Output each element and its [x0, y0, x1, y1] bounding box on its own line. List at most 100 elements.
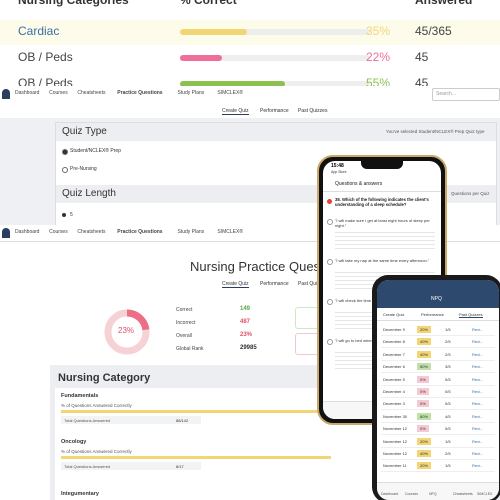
search-placeholder: Search... — [436, 91, 457, 97]
subtab[interactable]: Performance — [421, 312, 444, 317]
notch — [361, 161, 403, 169]
page-title: Nursing Practice Questions — [190, 259, 348, 274]
stat-value: 149 — [240, 306, 251, 312]
total-value: 8/17 — [176, 464, 184, 469]
group-bar — [61, 456, 331, 459]
group-name: Integumentary — [61, 491, 99, 497]
subtab[interactable]: Past Quizzes — [459, 312, 483, 318]
quiz-percent: 20% — [417, 437, 432, 445]
stat-label: Global Rank — [176, 346, 204, 352]
tab[interactable]: Performance — [260, 281, 289, 287]
section-note: You've selected Student/NCLEX® Prep Quiz… — [386, 129, 485, 134]
review-link[interactable]: Revi... — [472, 327, 484, 332]
nav-item: SIMCLEX® — [217, 90, 244, 96]
logo — [2, 89, 10, 99]
group-pct-label: % of Questions Answered Correctly — [61, 449, 132, 454]
quiz-date: December 8 — [383, 339, 405, 345]
quiz-score: 2/5 — [445, 351, 451, 357]
quiz-score: 0/5 — [445, 389, 451, 394]
quiz-score: 0/5 — [445, 376, 451, 382]
answer: "I will take my nap at the same time eve… — [335, 258, 430, 263]
stat-value: 23% — [240, 332, 253, 338]
nav-item: Courses — [49, 229, 68, 235]
section-title: Quiz Type — [62, 126, 107, 137]
screenshot-quiz: Dashboard Courses Cheatsheets Practice Ques… — [0, 86, 500, 231]
radio — [62, 167, 68, 173]
category-name: OB / Peds — [18, 50, 73, 64]
total-row — [61, 416, 201, 424]
quiz-percent: 20% — [417, 462, 432, 470]
tab-bar-item: Courses — [405, 492, 419, 496]
answered: 45/365 — [415, 24, 452, 38]
group-bar — [61, 410, 331, 413]
question: 38. Which of the following indicates the… — [335, 197, 429, 207]
row-divider — [381, 421, 495, 423]
nav-item: Study Plans — [177, 229, 205, 235]
row-divider — [381, 446, 495, 448]
review-link[interactable]: Revi... — [472, 463, 484, 469]
review-link[interactable]: Revi... — [472, 413, 484, 419]
review-link[interactable]: Revi... — [472, 438, 484, 444]
subtab[interactable]: Create Quiz — [383, 312, 405, 317]
tab[interactable]: Past Quizzes — [298, 281, 328, 287]
phone-screen: NPQ Create Quiz Performance Past Quizzes Dec… — [377, 280, 499, 500]
quiz-score: 4/5 — [445, 413, 451, 419]
review-link[interactable]: Revi... — [472, 339, 484, 345]
radio-label: Student/NCLEX® Prep — [70, 148, 121, 154]
tab[interactable]: Create Quiz — [222, 108, 249, 115]
quiz-date: November 30 — [383, 413, 408, 419]
section-title: Quiz Length — [62, 188, 116, 199]
progress-bar — [180, 29, 247, 35]
tab-bar-item: NPQ — [429, 492, 437, 496]
tab[interactable]: Past Quizzes — [298, 108, 328, 114]
tab[interactable]: Performance — [260, 108, 289, 114]
quiz-percent: 0% — [417, 425, 429, 433]
logo — [2, 228, 10, 238]
row-divider — [381, 347, 495, 349]
nav-item: Cheatsheets — [77, 90, 106, 96]
phone-tab-bar — [377, 482, 499, 500]
quiz-score: 3/5 — [445, 364, 451, 370]
quiz-date: December 4 — [383, 389, 405, 394]
review-link[interactable]: Revi... — [472, 401, 484, 407]
total-label: Total Questions Answered — [64, 464, 111, 469]
app-header — [377, 280, 499, 308]
review-link[interactable]: Revi... — [472, 451, 484, 456]
stat-value: 487 — [240, 319, 251, 325]
nav-item: Dashboard — [15, 90, 40, 96]
quiz-percent: 60% — [417, 363, 432, 371]
quiz-percent: 40% — [417, 338, 432, 346]
column-header: Answered — [415, 0, 473, 7]
group-name: Oncology — [61, 439, 87, 445]
quiz-date: December 9 — [383, 327, 405, 332]
review-link[interactable]: Revi... — [472, 351, 484, 357]
quiz-percent: 20% — [417, 326, 432, 333]
review-link[interactable]: Revi... — [472, 426, 484, 432]
category-name: Cardiac — [18, 24, 60, 38]
nav-item: Dashboard — [15, 229, 40, 235]
quiz-score: 0/5 — [445, 401, 451, 407]
tab-bar-item: Dashboard — [381, 492, 399, 496]
quiz-score: 1/5 — [445, 463, 451, 469]
radio — [62, 213, 66, 217]
review-link[interactable]: Revi... — [472, 376, 484, 382]
group-pct-label: % of Questions Answered Correctly — [61, 403, 132, 408]
tab[interactable]: Create Quiz — [222, 281, 249, 288]
review-link[interactable]: Revi... — [472, 364, 484, 370]
quiz-score: 1/5 — [445, 438, 451, 444]
tab-bar-item: SIMCLEX — [477, 492, 493, 496]
quiz-score: 2/5 — [445, 451, 451, 456]
progress-track — [180, 55, 370, 61]
stat-label: Incorrect — [176, 320, 196, 326]
review-link[interactable]: Revi... — [472, 389, 484, 394]
quiz-date: November 12 — [383, 438, 408, 444]
stat-label: Correct — [176, 307, 193, 313]
row-divider — [381, 359, 495, 361]
donut-label: 23% — [118, 326, 135, 335]
nav-item: Cheatsheets — [77, 229, 106, 235]
quiz-date: November 12 — [383, 426, 408, 432]
answer-icon — [327, 339, 333, 345]
row-divider — [381, 335, 495, 336]
tab-bar-item: Cheatsheets — [453, 492, 473, 496]
answer-icon — [327, 259, 333, 265]
